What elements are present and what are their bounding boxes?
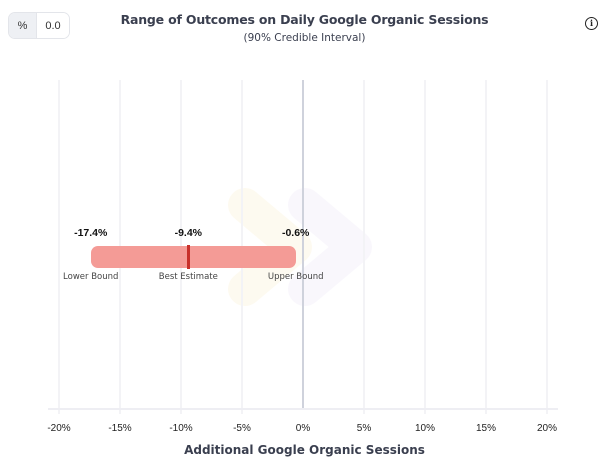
best-estimate-marker [187, 245, 191, 269]
chart-subtitle: (90% Credible Interval) [243, 32, 366, 44]
upper-bound-caption: Upper Bound [267, 272, 324, 282]
unit-toggle[interactable]: % 0.0 [8, 12, 70, 39]
gridline [58, 80, 60, 414]
x-tick-label: -5% [233, 423, 251, 434]
best-estimate-caption: Best Estimate [158, 272, 218, 282]
unit-percent-option[interactable]: % [9, 13, 37, 38]
x-axis-label: Additional Google Organic Sessions [184, 443, 425, 457]
x-tick-label: -15% [108, 423, 132, 434]
x-axis-line [48, 408, 558, 410]
info-icon[interactable]: i [585, 17, 598, 30]
x-tick-label: 20% [536, 423, 557, 434]
chart-title: Range of Outcomes on Daily Google Organi… [120, 12, 489, 27]
x-tick-label: 15% [475, 423, 496, 434]
gridline [546, 80, 548, 414]
x-tick-label: -10% [169, 423, 193, 434]
x-tick-label: 0% [295, 423, 311, 434]
x-tick-label: 5% [356, 423, 372, 434]
watermark-logo-icon [228, 188, 372, 306]
x-tick-label: 10% [414, 423, 435, 434]
credible-interval-bar [90, 246, 296, 268]
x-tick-label: -20% [47, 423, 71, 434]
gridline [424, 80, 426, 414]
zero-reference-line [302, 80, 304, 409]
gridline [363, 80, 365, 414]
lower-bound-value: -17.4% [74, 227, 108, 239]
lower-bound-caption: Lower Bound [63, 272, 119, 282]
value-option[interactable]: 0.0 [37, 13, 69, 38]
best-estimate-value: -9.4% [174, 227, 203, 239]
gridline [485, 80, 487, 414]
upper-bound-value: -0.6% [281, 227, 310, 239]
